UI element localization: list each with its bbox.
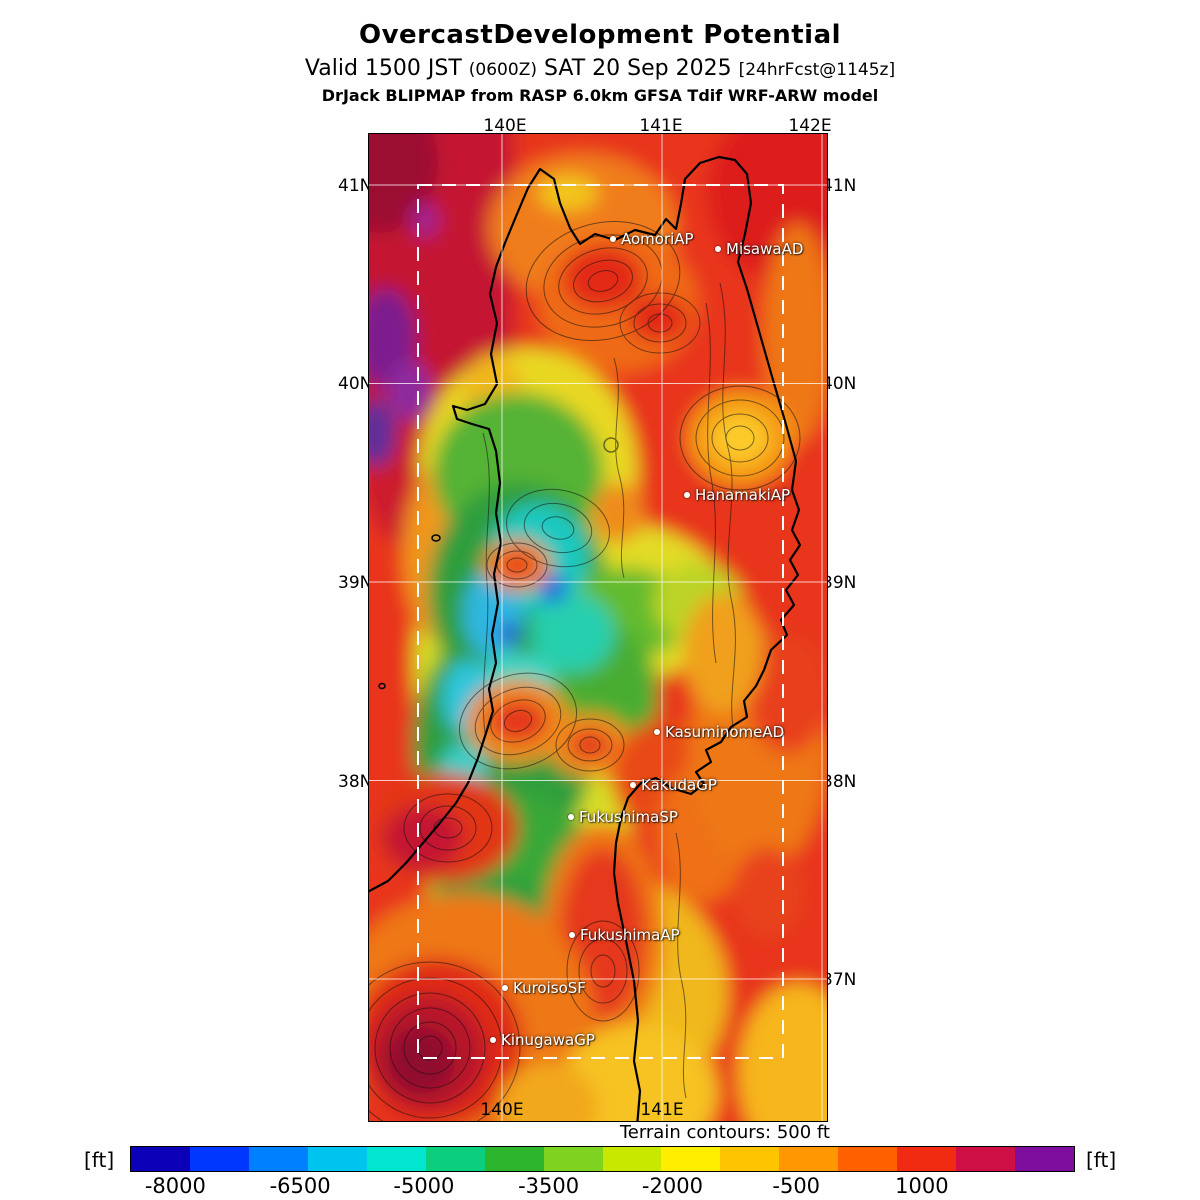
station-marker-icon <box>569 932 575 938</box>
lat-label-left-38n: 38N <box>338 772 373 792</box>
lat-label-right-37n: 37N <box>822 970 857 990</box>
station-label: MisawaAD <box>726 240 804 258</box>
station-label: AomoriAP <box>621 230 694 248</box>
model-description: DrJack BLIPMAP from RASP 6.0km GFSA Tdif… <box>321 86 879 105</box>
terrain-contour-lines <box>368 220 801 1122</box>
station-kakuda-gp: KakudaGP <box>630 776 717 794</box>
colorbar-segment <box>1015 1147 1074 1171</box>
lat-label-left-41n: 41N <box>338 176 373 196</box>
station-kuroiso-sf: KuroisoSF <box>502 979 586 997</box>
station-marker-icon <box>654 729 660 735</box>
colorbar-tick: -6500 <box>269 1174 331 1198</box>
colorbar-tick-labels: -8000 -6500 -5000 -3500 -2000 -500 1000 <box>130 1174 1075 1200</box>
station-marker-icon <box>502 985 508 991</box>
map-border <box>368 133 828 1122</box>
colorbar-segment <box>248 1147 308 1171</box>
station-label: FukushimaSP <box>579 808 678 826</box>
lat-label-left-40n: 40N <box>338 374 373 394</box>
terrain-contour-note: Terrain contours: 500 ft <box>619 1122 830 1143</box>
colorbar-segment <box>366 1147 426 1171</box>
forecast-run: [24hrFcst@1145z] <box>738 60 896 80</box>
station-marker-icon <box>610 236 616 242</box>
colorbar-segment <box>189 1147 249 1171</box>
colorbar-tick: -8000 <box>144 1174 206 1198</box>
station-misawa-ad: MisawaAD <box>715 240 803 258</box>
latlon-grid-lines <box>368 133 828 1122</box>
colorbar-tick: -500 <box>772 1174 821 1198</box>
lon-label-top-141e: 141E <box>639 116 683 136</box>
lon-label-top-142e: 142E <box>788 116 832 136</box>
station-label: HanamakiAP <box>695 486 791 504</box>
station-fukushima-ap: FukushimaAP <box>569 926 680 944</box>
colorbar-segment <box>838 1147 898 1171</box>
station-kasuminome-ad: KasuminomeAD <box>654 723 784 741</box>
overcast-potential-field <box>368 133 828 1122</box>
colorbar-segment <box>484 1147 544 1171</box>
colorbar-segment <box>307 1147 367 1171</box>
lat-label-right-40n: 40N <box>822 374 857 394</box>
lat-label-right-41n: 41N <box>822 176 857 196</box>
valid-time: Valid 1500 JST <box>304 56 462 81</box>
lon-label-bottom-141e: 141E <box>640 1100 684 1120</box>
station-marker-icon <box>684 492 690 498</box>
station-marker-icon <box>630 782 636 788</box>
colorbar-segment <box>779 1147 839 1171</box>
lon-label-bottom-140e: 140E <box>480 1100 524 1120</box>
station-marker-icon <box>490 1037 496 1043</box>
valid-time-line: Valid 1500 JST (0600Z) SAT 20 Sep 2025 [… <box>0 56 1200 81</box>
forecast-map <box>368 133 828 1122</box>
colorbar-segment <box>956 1147 1016 1171</box>
colorbar-tick: 1000 <box>895 1174 949 1198</box>
station-marker-icon <box>568 814 574 820</box>
lat-label-left-39n: 39N <box>338 573 373 593</box>
station-fukushima-sp: FukushimaSP <box>568 808 678 826</box>
colorbar-segment <box>131 1147 190 1171</box>
lat-label-right-38n: 38N <box>822 772 857 792</box>
colorbar-segment <box>897 1147 957 1171</box>
colorbar-segment <box>425 1147 485 1171</box>
station-aomori-ap: AomoriAP <box>610 230 694 248</box>
colorbar-segment <box>543 1147 603 1171</box>
page-title: OvercastDevelopment Potential <box>358 20 842 50</box>
station-label: KasuminomeAD <box>665 723 785 741</box>
colorbar-strip <box>130 1146 1075 1172</box>
valid-time-z: (0600Z) <box>468 60 537 80</box>
colorbar-tick: -2000 <box>641 1174 703 1198</box>
valid-date: SAT 20 Sep 2025 <box>543 56 732 81</box>
colorbar-tick: -3500 <box>518 1174 580 1198</box>
forecast-map-canvas <box>368 133 828 1122</box>
domain-boundary-rect <box>417 184 784 1059</box>
station-hanamaki-ap: HanamakiAP <box>684 486 790 504</box>
station-marker-icon <box>715 246 721 252</box>
colorbar-unit-right: [ft] <box>1086 1148 1117 1172</box>
colorbar-segment <box>602 1147 662 1171</box>
station-kinugawa-gp: KinugawaGP <box>490 1031 595 1049</box>
station-label: KuroisoSF <box>513 979 586 997</box>
colorbar-unit-left: [ft] <box>84 1148 115 1172</box>
colorbar-segment <box>661 1147 721 1171</box>
colorbar-tick: -5000 <box>393 1174 455 1198</box>
station-label: KakudaGP <box>641 776 717 794</box>
station-label: FukushimaAP <box>580 926 680 944</box>
lat-label-right-39n: 39N <box>822 573 857 593</box>
coastline-path <box>368 155 802 1122</box>
colorbar-segment <box>720 1147 780 1171</box>
lon-label-top-140e: 140E <box>483 116 527 136</box>
station-label: KinugawaGP <box>501 1031 595 1049</box>
